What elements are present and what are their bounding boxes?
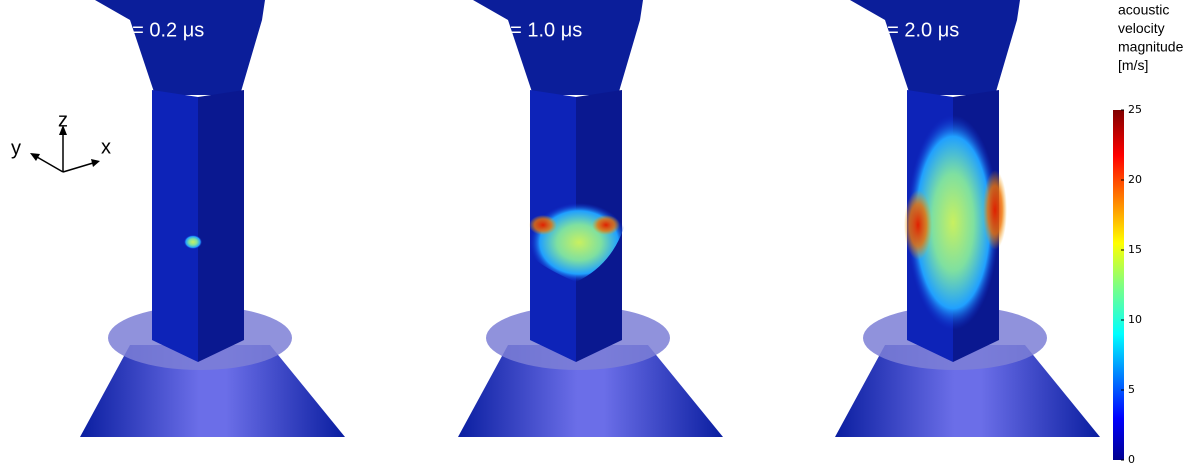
tick-label: 0 [1128, 453, 1135, 465]
axis-label-y: y [11, 137, 21, 159]
colorbar-title: magnitude [1118, 39, 1184, 55]
field-hot [904, 190, 932, 260]
colorbar: acoustic velocity magnitude [m/s] 0 5 10 15 20 25 [1113, 2, 1184, 465]
column-left [152, 90, 198, 362]
tick-label: 15 [1128, 243, 1142, 256]
tick-label: 5 [1128, 383, 1135, 396]
field-hot [983, 170, 1007, 250]
tick-label: 25 [1128, 103, 1142, 116]
colorbar-title: velocity [1118, 20, 1165, 36]
time-label: t = 2.0 μs [876, 19, 959, 41]
panel: t = 1.0 μs [458, 0, 723, 437]
axis-label-z: z [58, 109, 68, 131]
column-right [198, 90, 244, 362]
panel: t = 0.2 μs [80, 0, 345, 437]
time-label: t = 0.2 μs [121, 19, 204, 41]
nozzle-top [473, 0, 643, 95]
field-hot [592, 215, 620, 235]
tick-label: 10 [1128, 313, 1142, 326]
colorbar-title: [m/s] [1118, 57, 1148, 73]
nozzle-top [850, 0, 1020, 95]
nozzle-top [95, 0, 265, 95]
colorbar-title: acoustic [1118, 2, 1169, 18]
field [184, 235, 202, 249]
panel: t = 2.0 μs [835, 0, 1100, 437]
axes-triad: z y x [11, 109, 111, 172]
colorbar-scale [1113, 110, 1124, 460]
field-hot [529, 215, 557, 235]
axis-label-x: x [101, 136, 111, 158]
panels: t = 0.2 μs t = 1.0 μs t = 2.0 μs [80, 0, 1100, 437]
time-label: t = 1.0 μs [499, 19, 582, 41]
figure: t = 0.2 μs t = 1.0 μs t = 2.0 μs z y x aco… [0, 0, 1198, 465]
tick-label: 20 [1128, 173, 1142, 186]
